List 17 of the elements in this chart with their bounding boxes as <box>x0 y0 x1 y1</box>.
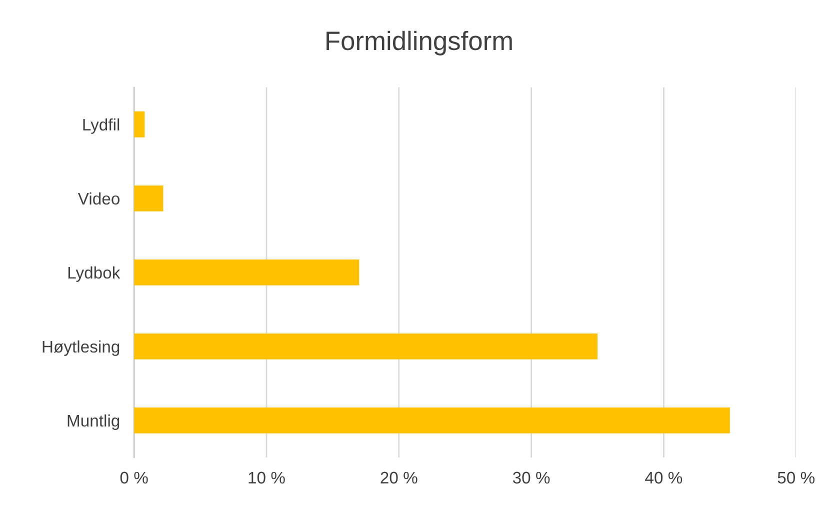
bar <box>134 185 164 212</box>
x-tick-label: 40 % <box>645 472 682 484</box>
bar <box>134 408 730 434</box>
y-tick-label: Muntlig <box>68 414 120 430</box>
x-tick-label: 0 % <box>120 472 148 484</box>
x-tick-label: 20 % <box>380 472 418 484</box>
x-tick-label: 50 % <box>778 472 814 484</box>
bar <box>134 259 360 286</box>
y-tick-label: Lydfil <box>83 118 120 134</box>
y-tick-label: Lydbok <box>68 266 120 282</box>
x-tick-label: 10 % <box>248 472 285 484</box>
y-tick-label: Video <box>78 192 120 205</box>
x-tick-label: 30 % <box>512 472 550 484</box>
bar <box>134 111 145 138</box>
chart-title: Formidlingsform <box>326 30 512 56</box>
y-tick-label: Høytlesing <box>42 340 120 356</box>
bar <box>134 333 598 360</box>
